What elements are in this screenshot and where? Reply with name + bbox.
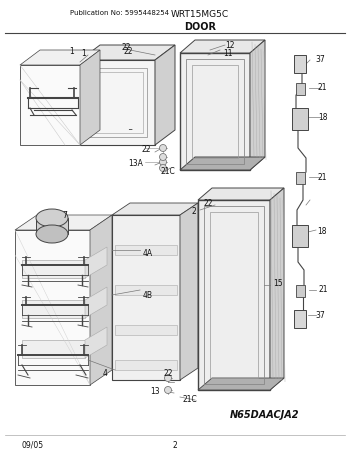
Polygon shape [20,50,100,65]
Text: 18: 18 [317,227,327,236]
Text: 7: 7 [63,211,68,220]
Text: 22: 22 [163,370,173,379]
Polygon shape [85,287,107,318]
Polygon shape [20,65,80,145]
Polygon shape [250,40,265,170]
Text: 4A: 4A [143,250,153,259]
Text: Publication No: 5995448254: Publication No: 5995448254 [70,10,169,16]
Text: 21: 21 [318,285,328,294]
Text: 1: 1 [70,48,74,57]
Text: 22: 22 [141,145,151,154]
Polygon shape [22,300,85,318]
Text: 22: 22 [121,43,131,53]
Circle shape [164,386,172,394]
Text: N65DAACJA2: N65DAACJA2 [230,410,300,420]
Polygon shape [80,60,155,145]
Polygon shape [180,157,265,170]
Text: DOOR: DOOR [184,22,216,32]
Text: 22: 22 [203,199,213,208]
Polygon shape [270,188,284,390]
Polygon shape [198,378,284,390]
Text: 2: 2 [173,440,177,449]
Bar [294,55,306,73]
Text: 4B: 4B [143,290,153,299]
Text: 37: 37 [315,310,325,319]
Polygon shape [22,340,85,358]
Circle shape [160,145,167,151]
Ellipse shape [36,209,68,227]
Circle shape [164,375,172,381]
Polygon shape [80,45,175,60]
Text: 09/05: 09/05 [22,440,44,449]
Polygon shape [15,230,90,385]
Bar [296,172,305,184]
Circle shape [160,164,167,172]
Polygon shape [155,45,175,145]
Polygon shape [80,50,100,145]
Text: 13A: 13A [128,159,143,169]
Text: 4: 4 [103,368,107,377]
Text: 1: 1 [82,48,86,58]
Polygon shape [115,285,177,295]
Ellipse shape [36,225,68,243]
Polygon shape [85,327,107,358]
Text: WRT15MG5C: WRT15MG5C [171,10,229,19]
Polygon shape [115,325,177,335]
Polygon shape [180,53,250,170]
Polygon shape [90,215,112,385]
Text: 21: 21 [317,173,327,182]
Polygon shape [115,360,177,370]
Text: 21: 21 [317,83,327,92]
Bar [36,218,68,234]
Polygon shape [112,203,198,215]
Circle shape [160,159,167,165]
Polygon shape [112,215,180,380]
Text: 12: 12 [225,40,235,49]
Polygon shape [180,203,198,380]
Text: 22: 22 [123,47,133,56]
Text: 21C: 21C [161,168,175,177]
Polygon shape [198,200,270,390]
Text: 2: 2 [192,207,196,216]
Text: ─: ─ [128,127,132,132]
Circle shape [160,154,167,160]
Text: 11: 11 [223,48,233,58]
Polygon shape [115,245,177,255]
Polygon shape [85,247,107,278]
Polygon shape [180,40,265,53]
Bar [296,285,305,297]
Text: 18: 18 [318,112,328,121]
Bar [294,310,306,328]
Bar [296,83,305,95]
Polygon shape [15,215,112,230]
Text: 37: 37 [315,56,325,64]
Polygon shape [198,188,284,200]
Bar [292,225,308,247]
Polygon shape [22,260,85,278]
Text: 13: 13 [150,386,160,395]
Text: 21C: 21C [183,395,197,405]
Bar [292,108,308,130]
Text: 15: 15 [273,280,283,289]
